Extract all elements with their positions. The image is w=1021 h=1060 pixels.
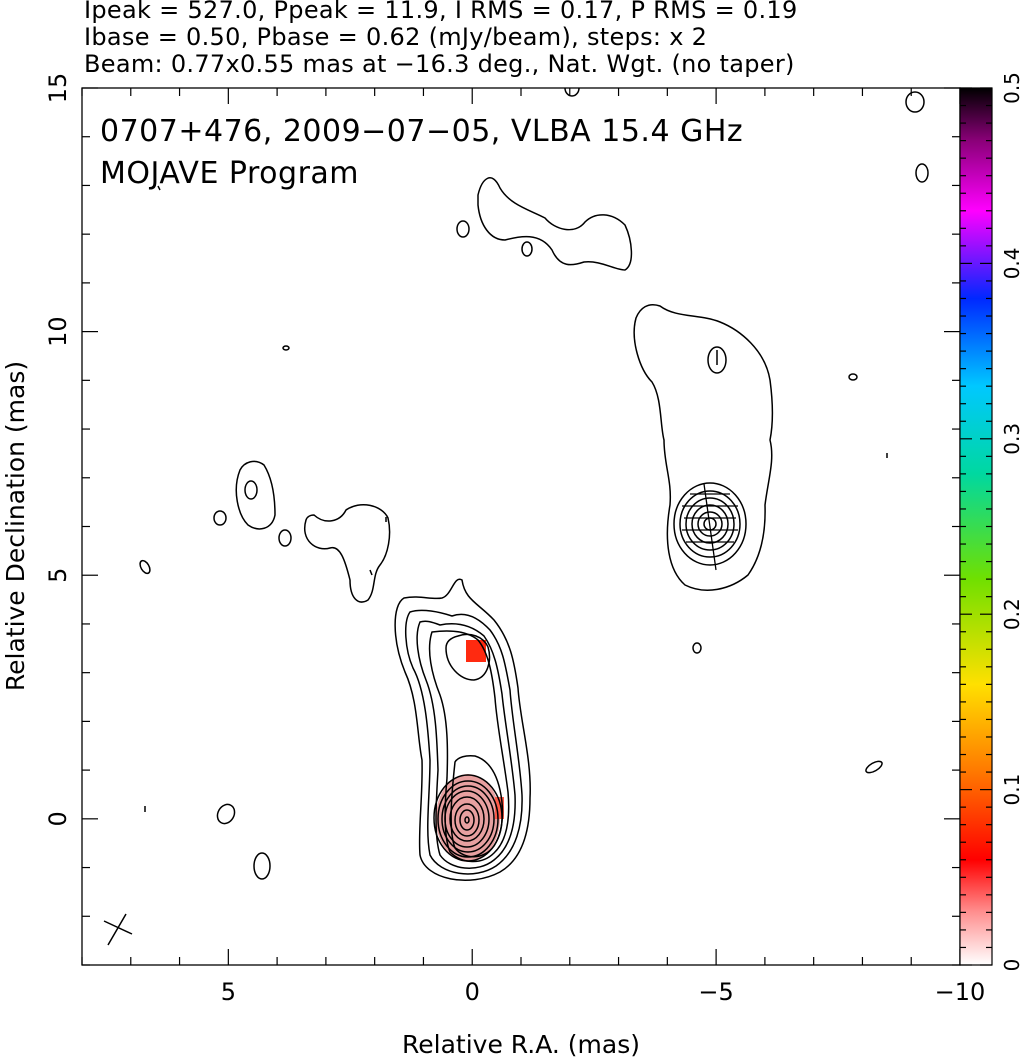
contour-left-blob-8: [282, 345, 290, 351]
y-tick-label: 0: [44, 811, 72, 826]
contour-right-blob-4: [905, 91, 925, 113]
contour-speck-5: [157, 185, 161, 191]
contour-upper-blob-3: [564, 88, 580, 97]
contour-map: [103, 88, 929, 946]
y-tick-labels: 0 5 10 15: [44, 73, 72, 827]
colorbar-tick-label: 0.4: [1000, 247, 1021, 279]
contour-right-blob-3: [865, 760, 883, 774]
polarization-vectors: [682, 483, 738, 571]
contour-left-blob-6: [216, 803, 236, 825]
contour-left-blob-4: [278, 529, 292, 547]
contour-left-blob-7: [253, 852, 271, 880]
axis-ticks: [81, 87, 961, 966]
colorbar-tick-label: 0.3: [1000, 423, 1021, 455]
contour-upper-blob-2: [521, 241, 533, 257]
contour-left-blob-3: [213, 510, 227, 526]
contour-left-blob-5: [139, 559, 151, 575]
contour-left-cloud: [303, 503, 391, 603]
contour-right-knot-3: [685, 497, 735, 551]
x-tick-label: −10: [935, 978, 986, 1006]
contour-right-outer: [633, 304, 774, 591]
header-beam: Beam: 0.77x0.55 mas at −16.3 deg., Nat. …: [84, 50, 795, 78]
x-tick-label: 5: [221, 978, 236, 1006]
contour-right-knot-4: [691, 504, 729, 544]
contour-speck-3: [369, 569, 373, 576]
contour-right-blob-2: [692, 642, 702, 654]
x-tick-label: −5: [698, 978, 733, 1006]
plot-frame: [81, 87, 961, 966]
contour-core-1: [433, 774, 503, 862]
contour-left-blob-2: [244, 480, 258, 500]
plot-source-label: 0707+476, 2009−07−05, VLBA 15.4 GHz: [100, 114, 743, 149]
y-axis-label: Relative Declination (mas): [1, 361, 30, 691]
contour-core-2: [437, 780, 499, 858]
contour-upper-blob-1: [456, 220, 470, 238]
beam-marker: [103, 913, 133, 946]
contour-right-blob-5: [915, 163, 929, 183]
y-tick-label: 15: [44, 73, 72, 104]
colorbar-tick-label: 0: [1000, 959, 1021, 972]
contour-jet-4: [428, 630, 510, 863]
colorbar-ticks: [960, 87, 992, 966]
contour-right-blob-6: [848, 373, 858, 381]
contour-right-knot-5: [697, 511, 723, 537]
y-tick-label: 10: [44, 316, 72, 347]
header-peak-rms: Ipeak = 527.0, Ppeak = 11.9, I RMS = 0.1…: [84, 0, 798, 24]
x-tick-label: 0: [465, 978, 480, 1006]
polarization-knot-patch: [466, 640, 486, 662]
contour-core-4: [444, 790, 490, 848]
contour-core-6: [454, 803, 480, 837]
contour-core-7: [459, 809, 475, 831]
contour-knot-1: [445, 633, 491, 681]
contour-right-knot-1: [673, 482, 747, 566]
contour-jet-2: [405, 609, 523, 875]
colorbar-tick-label: 0.1: [1000, 774, 1021, 806]
colorbar-tick-label: 0.2: [1000, 598, 1021, 630]
colorbar-tick-label: 0.5: [1000, 72, 1021, 104]
plot-program-label: MOJAVE Program: [100, 156, 359, 191]
contour-left-blob-1: [235, 460, 276, 530]
header-base-steps: Ibase = 0.50, Pbase = 0.62 (mJy/beam), s…: [84, 23, 707, 51]
x-axis-label: Relative R.A. (mas): [402, 1030, 640, 1059]
contour-right-knot-2: [679, 490, 741, 558]
colorbar-tick-labels: 0 0.1 0.2 0.3 0.4 0.5: [1000, 72, 1021, 971]
contour-right-blob-1: [707, 346, 727, 374]
contour-upper-cloud: [477, 177, 633, 271]
y-tick-label: 5: [44, 568, 72, 583]
contour-core-3: [441, 785, 495, 853]
contour-jet-outer: [394, 578, 531, 882]
contour-jet-3: [416, 620, 516, 869]
contour-core-5: [449, 796, 485, 842]
contour-core-8: [464, 816, 470, 824]
polarization-core-edge: [495, 797, 504, 819]
x-tick-labels: 5 0 −5 −10: [221, 978, 986, 1006]
